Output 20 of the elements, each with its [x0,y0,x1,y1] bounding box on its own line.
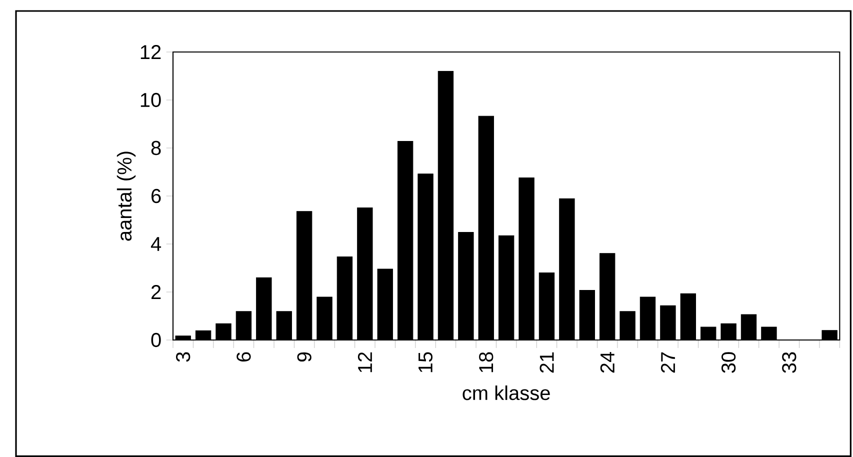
x-tick-label: 24 [600,352,614,373]
x-tick-label: 27 [660,352,675,373]
x-tick-label: 9 [297,352,312,362]
x-tick-label: 12 [358,352,372,372]
x-tick-label: 18 [479,352,494,372]
x-axis-title: cm klasse [462,385,550,400]
y-tick-label: 4 [150,237,162,251]
y-tick-label: 0 [151,332,161,348]
y-tick-label: 12 [140,45,161,59]
x-tick-label: 6 [236,352,251,362]
y-tick-label: 6 [152,188,161,204]
y-axis-title: aantal (%) [116,152,136,241]
x-tick-label: 15 [418,352,432,372]
y-tick-label: 10 [140,92,161,108]
x-tick-label: 30 [721,352,736,373]
x-tick-label: 33 [782,352,796,373]
y-tick-label: 2 [152,285,161,299]
y-tick-label: 8 [151,140,161,156]
x-tick-label: 21 [540,352,554,373]
x-tick-label: 3 [176,352,190,362]
